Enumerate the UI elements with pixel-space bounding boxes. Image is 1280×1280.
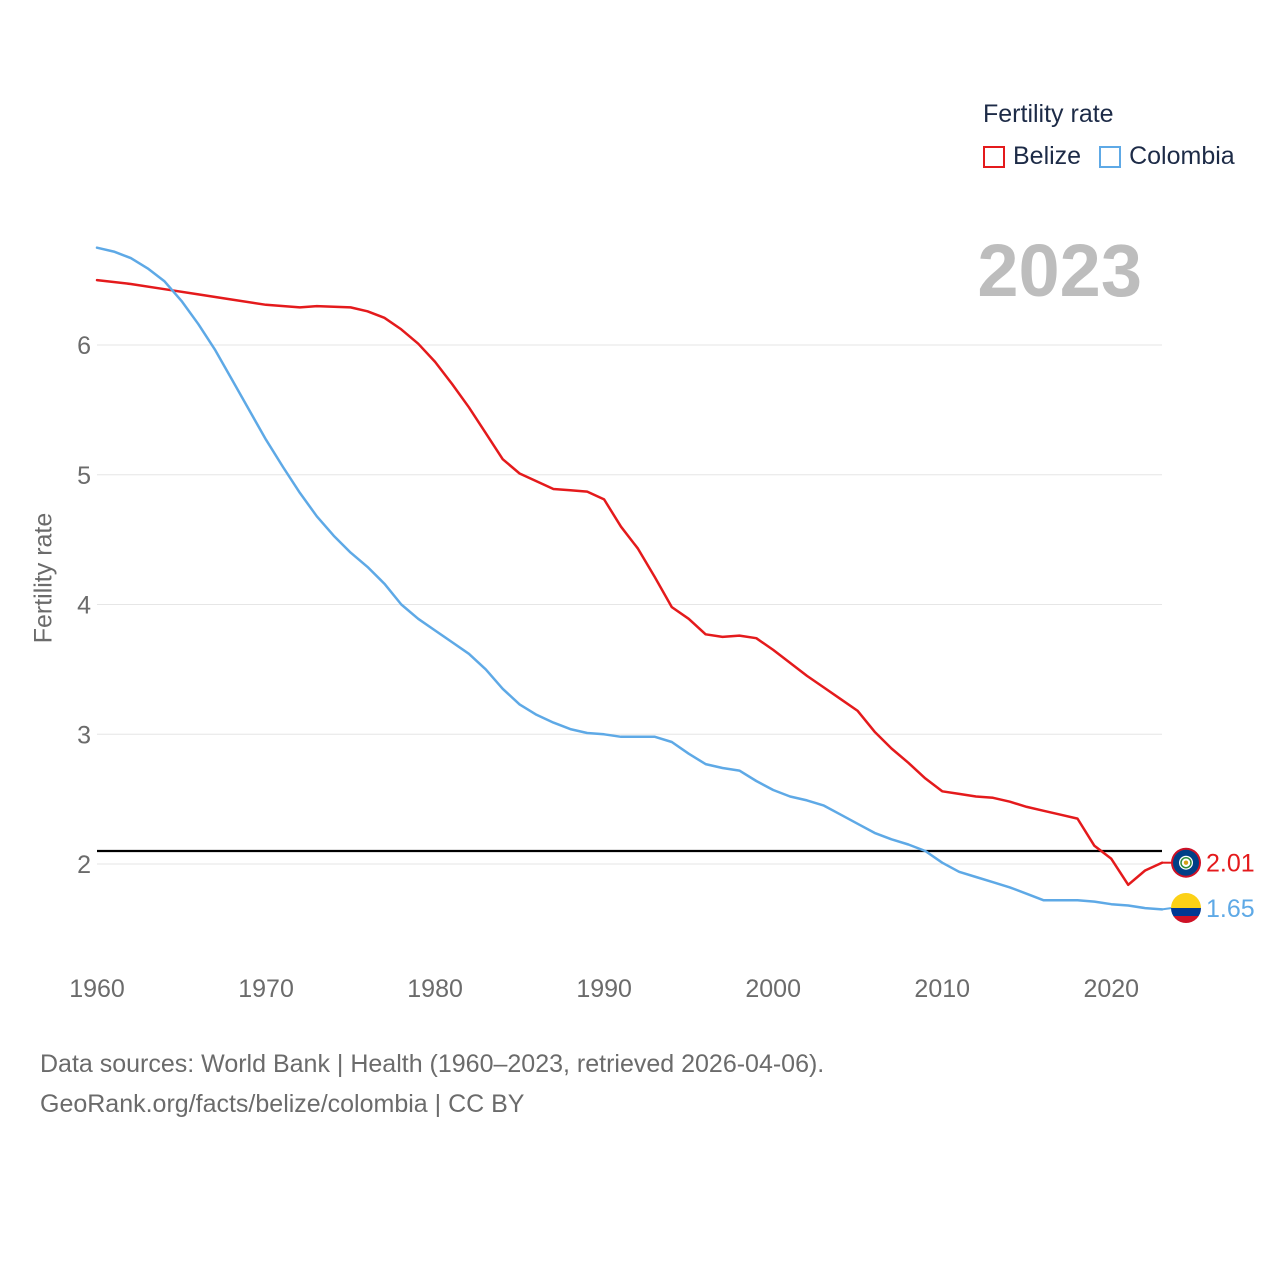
flag-emblem-gold	[1183, 860, 1189, 865]
y-tick-label-3: 3	[77, 721, 91, 749]
year-label: 2023	[977, 229, 1142, 312]
legend-title: Fertility rate	[983, 100, 1114, 128]
source-line-1: Data sources: World Bank | Health (1960–…	[40, 1050, 825, 1078]
legend-swatch-colombia	[1099, 145, 1122, 168]
y-tick-label-6: 6	[77, 332, 91, 360]
x-tick-label-1970: 1970	[238, 975, 294, 1003]
legend-swatch-belize	[983, 145, 1005, 168]
flag-wreath-green	[1180, 856, 1192, 869]
end-value-label-belize: 2.01	[1206, 850, 1255, 878]
y-tick-label-4: 4	[77, 592, 91, 620]
legend: Belize Colombia	[983, 142, 1253, 171]
series-line-belize[interactable]	[95, 278, 1164, 887]
source-note: Data sources: World Bank | Health (1960–…	[40, 1044, 824, 1124]
legend-item-belize[interactable]: Belize	[983, 142, 1081, 171]
legend-label-colombia: Colombia	[1129, 142, 1235, 170]
x-tick-label-2000: 2000	[745, 975, 801, 1003]
y-tick-label-5: 5	[77, 462, 91, 490]
series-line-colombia[interactable]	[95, 246, 1164, 911]
end-connector-colombia	[1161, 907, 1173, 911]
x-tick-label-1980: 1980	[407, 975, 463, 1003]
legend-item-colombia[interactable]: Colombia	[1099, 142, 1235, 171]
flag-stripe-yellow	[1171, 893, 1201, 908]
end-value-label-colombia: 1.65	[1206, 895, 1255, 923]
x-tick-label-2020: 2020	[1083, 975, 1139, 1003]
flag-colombia-icon	[1171, 893, 1201, 923]
flag-stripe-blue	[1171, 908, 1201, 916]
flag-stripe-red	[1171, 916, 1201, 923]
x-tick-label-1960: 1960	[69, 975, 125, 1003]
flag-belize-icon	[1171, 847, 1201, 878]
legend-label-belize: Belize	[1013, 142, 1082, 170]
y-tick-label-2: 2	[77, 851, 91, 879]
x-tick-label-2010: 2010	[914, 975, 970, 1003]
x-tick-label-1990: 1990	[576, 975, 632, 1003]
source-line-2[interactable]: GeoRank.org/facts/belize/colombia | CC B…	[40, 1090, 525, 1118]
